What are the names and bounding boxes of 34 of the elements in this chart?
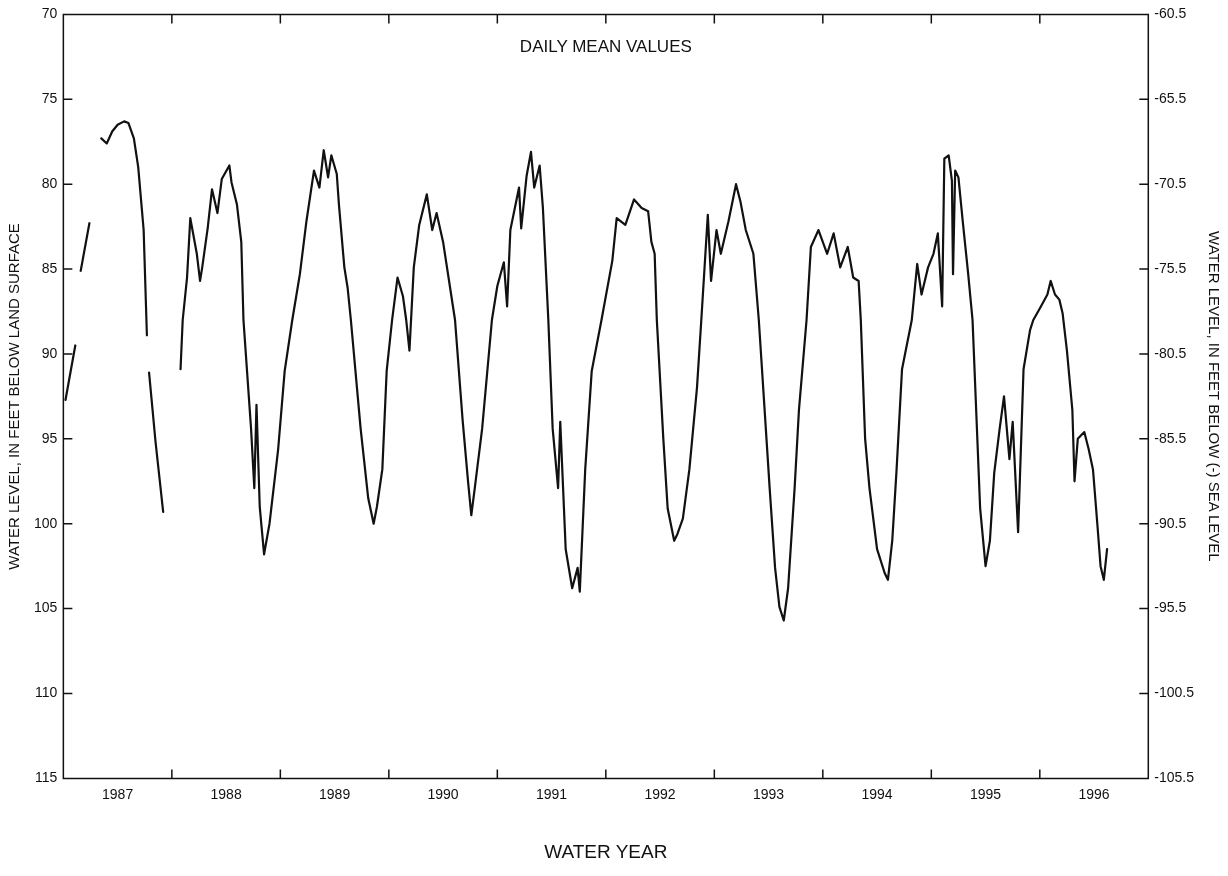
y2-tick-label: -105.5 [1154, 769, 1195, 786]
y-tick-label: 85 [41, 259, 58, 276]
x-tick-label: 1994 [861, 785, 893, 802]
y-tick-label: 90 [41, 344, 58, 361]
x-tick-label: 1987 [102, 785, 134, 802]
y-tick-label: 95 [41, 429, 58, 446]
y-tick-label: 100 [34, 514, 58, 531]
y2-tick-label: -70.5 [1154, 175, 1187, 192]
x-tick-label: 1993 [752, 785, 785, 802]
x-tick-label: 1989 [319, 785, 351, 802]
y2-tick-label: -65.5 [1154, 90, 1187, 107]
y2-tick-label: -60.5 [1154, 5, 1187, 22]
y2-tick-label: -85.5 [1154, 429, 1187, 446]
y-tick-label: 75 [41, 90, 58, 107]
y-tick-label: 115 [35, 769, 58, 786]
x-axis-title: WATER YEAR [544, 840, 668, 862]
y2-tick-label: -90.5 [1154, 514, 1187, 531]
y-axis-title: WATER LEVEL, IN FEET BELOW LAND SURFACE [5, 223, 23, 570]
x-tick-label: 1988 [210, 785, 242, 802]
y2-axis-title: WATER LEVEL, IN FEET BELOW (-) SEA LEVEL [1205, 231, 1223, 562]
x-tick-label: 1996 [1078, 785, 1110, 802]
y2-tick-label: -80.5 [1154, 344, 1187, 361]
y-tick-label: 110 [35, 684, 58, 701]
y2-tick-label: -100.5 [1154, 684, 1195, 701]
y-tick-label: 105 [34, 599, 58, 616]
x-tick-label: 1995 [969, 785, 1002, 802]
x-tick-label: 1992 [644, 785, 676, 802]
y-tick-label: 80 [41, 175, 58, 192]
y-tick-label: 70 [41, 5, 58, 22]
x-tick-label: 1991 [536, 785, 568, 802]
y2-tick-label: -75.5 [1154, 259, 1187, 276]
annotation: DAILY MEAN VALUES [519, 36, 692, 56]
x-tick-label: 1990 [427, 785, 459, 802]
y2-tick-label: -95.5 [1154, 599, 1187, 616]
